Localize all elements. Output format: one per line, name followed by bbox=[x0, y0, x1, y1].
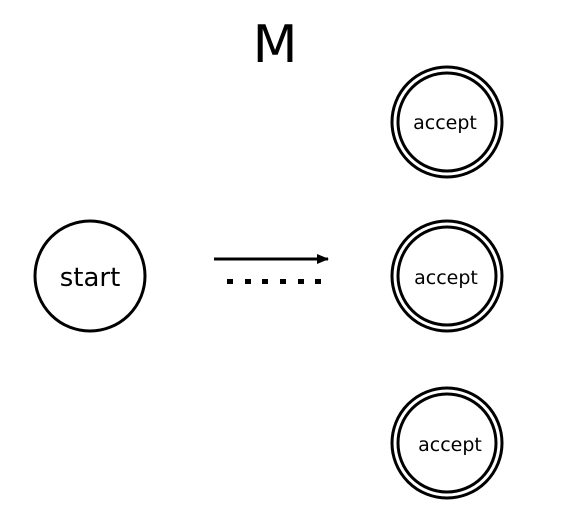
accept-state-label: accept bbox=[418, 434, 482, 456]
accept-state: accept bbox=[390, 219, 504, 333]
dot bbox=[315, 279, 321, 284]
dot bbox=[245, 279, 251, 284]
accept-state-label: accept bbox=[413, 112, 477, 134]
dot bbox=[280, 279, 286, 284]
dot bbox=[298, 279, 304, 284]
accept-state: accept bbox=[390, 65, 504, 179]
accept-state-outer-circle bbox=[390, 65, 504, 179]
accept-state: accept bbox=[390, 386, 504, 500]
dot bbox=[227, 279, 233, 284]
start-state-circle bbox=[33, 219, 147, 333]
accept-state-inner-circle bbox=[396, 392, 498, 494]
accept-state-label: accept bbox=[414, 267, 478, 289]
start-state-label: start bbox=[60, 263, 121, 293]
accept-state-outer-circle bbox=[390, 219, 504, 333]
accept-state-inner-circle bbox=[396, 225, 498, 327]
start-state: start bbox=[33, 219, 147, 333]
accept-state-inner-circle bbox=[396, 71, 498, 173]
accept-state-outer-circle bbox=[390, 386, 504, 500]
dot bbox=[262, 279, 268, 284]
diagram-title: M bbox=[253, 15, 298, 75]
dotted-continuation bbox=[227, 279, 321, 284]
